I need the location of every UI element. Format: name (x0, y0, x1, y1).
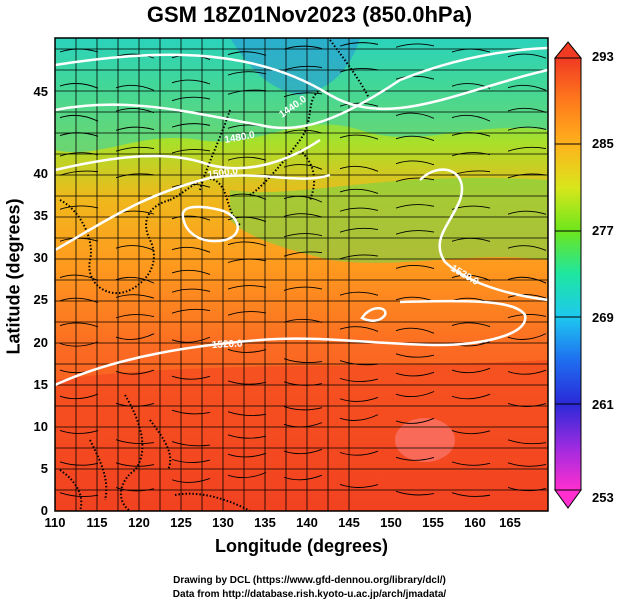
y-tick-label: 45 (33, 84, 48, 99)
chart-title: GSM 18Z01Nov2023 (850.0hPa) (146, 2, 473, 27)
x-axis-label: Longitude (degrees) (214, 536, 388, 556)
colorbar-tick-label: 277 (592, 223, 614, 238)
y-axis-label: Latitude (degrees) (3, 198, 24, 355)
streamline (59, 89, 547, 122)
credit-drawing: Drawing by DCL (https://www.gfd-dennou.o… (173, 575, 446, 586)
contour-label: 1480.0 (224, 130, 256, 146)
x-tick-label: 125 (170, 515, 192, 530)
x-tick-label: 155 (422, 515, 444, 530)
streamline (59, 285, 547, 303)
x-tick-label: 135 (254, 515, 276, 530)
wind-streamlines (59, 42, 547, 497)
streamline (59, 308, 547, 334)
x-tick-label: 165 (499, 515, 521, 530)
x-tick-label: 150 (380, 515, 402, 530)
x-tick-label: 115 (86, 515, 108, 530)
colorbar-tick-label: 293 (592, 49, 614, 64)
y-tick-label: 35 (33, 208, 48, 223)
y-tick-label: 5 (40, 461, 48, 476)
colorbar-tick-label: 261 (592, 397, 614, 412)
y-tick-label: 25 (33, 292, 48, 307)
height-contours (55, 46, 548, 387)
streamline (59, 472, 547, 497)
y-tick-label: 0 (40, 503, 48, 518)
colorbar (553, 41, 583, 509)
x-tick-label: 145 (338, 515, 360, 530)
streamline (59, 123, 547, 141)
colorbar-tick-label: 269 (592, 310, 614, 325)
x-tick-label: 140 (296, 515, 318, 530)
streamline (59, 65, 547, 91)
y-tick-label: 30 (33, 250, 48, 265)
streamline (59, 448, 547, 467)
colorbar-tick-label: 285 (592, 136, 614, 151)
x-tick-label: 110 (44, 515, 66, 530)
map-plot-area (55, 38, 548, 511)
streamline (59, 414, 547, 447)
plot-frame (54, 37, 549, 512)
y-tick-label: 10 (33, 419, 48, 434)
y-tick-label: 40 (33, 166, 48, 181)
streamline (59, 367, 547, 386)
contour-label: 1500.0 (207, 166, 239, 181)
streamline (59, 204, 547, 222)
streamline (59, 333, 547, 366)
credit-data: Data from http://database.rish.kyoto-u.a… (172, 589, 447, 600)
contour-label: 1520.0 (212, 338, 244, 351)
x-tick-label: 120 (128, 515, 150, 530)
streamline (59, 391, 547, 416)
y-tick-label: 15 (33, 377, 48, 392)
y-tick-label: 20 (33, 335, 48, 350)
x-tick-label: 130 (212, 515, 234, 530)
streamline (59, 227, 547, 253)
streamline (59, 146, 547, 172)
streamline (59, 251, 547, 284)
colorbar-tick-label: 253 (592, 490, 614, 505)
x-tick-label: 160 (464, 515, 486, 530)
